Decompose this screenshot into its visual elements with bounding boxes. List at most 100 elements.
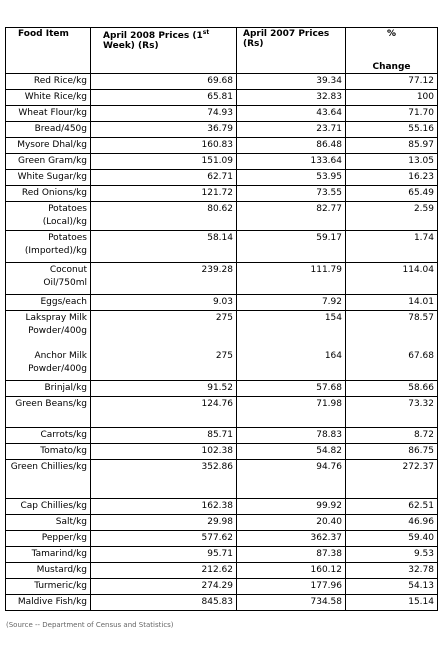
header-cell: % Change <box>345 27 438 74</box>
table-row: Green Gram/kg 151.09 133.64 13.05 <box>5 153 438 170</box>
value-cell: 87.38 <box>236 546 346 563</box>
header-cell: April 2007 Prices (Rs) <box>236 27 346 74</box>
value-cell: 57.68 <box>236 380 346 397</box>
food-item-cell: Coconut Oil/750ml <box>5 262 91 295</box>
value-cell: 100 <box>345 89 438 106</box>
table-row: Mysore Dhal/kg 160.83 86.48 85.97 <box>5 137 438 154</box>
value-cell: 212.62 <box>90 562 237 579</box>
value-cell: 77.12 <box>345 73 438 90</box>
table-row: Red Onions/kg 121.72 73.55 65.49 <box>5 185 438 202</box>
value-cell: 69.68 <box>90 73 237 90</box>
value-cell: 133.64 <box>236 153 346 170</box>
food-item-cell: Eggs/each <box>5 294 91 311</box>
value-cell: 32.83 <box>236 89 346 106</box>
value-cell: 73.55 <box>236 185 346 202</box>
value-cell: 39.34 <box>236 73 346 90</box>
value-cell: 99.92 <box>236 498 346 515</box>
header-text: % <box>386 29 397 39</box>
food-item-cell: Potatoes (Imported)/kg <box>5 230 91 263</box>
value-cell: 9.53 <box>345 546 438 563</box>
value-cell: 43.64 <box>236 105 346 122</box>
header-cell: Food Item <box>5 27 91 74</box>
table-row: Red Rice/kg 69.68 39.34 77.12 <box>5 73 438 90</box>
value-cell: 46.96 <box>345 514 438 531</box>
value-cell: 78.83 <box>236 427 346 444</box>
value-cell: 65.49 <box>345 185 438 202</box>
value-cell: 86.48 <box>236 137 346 154</box>
food-item-cell: Turmeric/kg <box>5 578 91 595</box>
table-row: Coconut Oil/750ml 239.28 111.79 114.04 <box>5 262 438 295</box>
table-body: Red Rice/kg 69.68 39.34 77.12 White Rice/kg 6… <box>5 73 438 611</box>
value-cell: 71.70 <box>345 105 438 122</box>
food-item-cell: Pepper/kg <box>5 530 91 547</box>
table-row: Anchor Milk Powder/400g 275 164 67.68 <box>5 345 438 381</box>
value-cell: 62.71 <box>90 169 237 186</box>
value-cell: 74.93 <box>90 105 237 122</box>
value-cell: 114.04 <box>345 262 438 295</box>
table-row: Tomato/kg 102.38 54.82 86.75 <box>5 443 438 460</box>
food-item-cell: Tomato/kg <box>5 443 91 460</box>
value-cell: 86.75 <box>345 443 438 460</box>
value-cell: 8.72 <box>345 427 438 444</box>
food-item-cell: Green Gram/kg <box>5 153 91 170</box>
value-cell: 734.58 <box>236 594 346 611</box>
table-row: Tamarind/kg 95.71 87.38 9.53 <box>5 546 438 563</box>
value-cell: 82.77 <box>236 201 346 231</box>
value-cell: 845.83 <box>90 594 237 611</box>
header-row: Food Item April 2008 Prices (1st Week) (… <box>5 27 438 74</box>
value-cell: 94.76 <box>236 459 346 499</box>
value-cell: 62.51 <box>345 498 438 515</box>
table-row: Mustard/kg 212.62 160.12 32.78 <box>5 562 438 579</box>
value-cell: 160.83 <box>90 137 237 154</box>
table-row: Salt/kg 29.98 20.40 46.96 <box>5 514 438 531</box>
food-item-cell: Wheat Flour/kg <box>5 105 91 122</box>
source-note: (Source -- Department of Census and Stat… <box>6 621 174 629</box>
value-cell: 160.12 <box>236 562 346 579</box>
value-cell: 102.38 <box>90 443 237 460</box>
value-cell: 95.71 <box>90 546 237 563</box>
value-cell: 16.23 <box>345 169 438 186</box>
food-item-cell: Salt/kg <box>5 514 91 531</box>
value-cell: 275 <box>90 345 237 381</box>
value-cell: 239.28 <box>90 262 237 295</box>
value-cell: 58.66 <box>345 380 438 397</box>
value-cell: 85.97 <box>345 137 438 154</box>
value-cell: 274.29 <box>90 578 237 595</box>
food-item-cell: Green Beans/kg <box>5 396 91 428</box>
header-cell: April 2008 Prices (1st Week) (Rs) <box>90 27 237 74</box>
food-item-cell: Bread/450g <box>5 121 91 138</box>
value-cell: 14.01 <box>345 294 438 311</box>
value-cell: 15.14 <box>345 594 438 611</box>
table-row: Green Chillies/kg 352.86 94.76 272.37 <box>5 459 438 499</box>
food-item-cell: Potatoes (Local)/kg <box>5 201 91 231</box>
header-text: April 2008 Prices (1 <box>103 31 203 41</box>
table-row: Bread/450g 36.79 23.71 55.16 <box>5 121 438 138</box>
value-cell: 577.62 <box>90 530 237 547</box>
food-item-cell: Red Rice/kg <box>5 73 91 90</box>
table-row: Lakspray Milk Powder/400g 275 154 78.57 <box>5 310 438 346</box>
value-cell: 23.71 <box>236 121 346 138</box>
value-cell: 20.40 <box>236 514 346 531</box>
food-item-cell: Tamarind/kg <box>5 546 91 563</box>
value-cell: 13.05 <box>345 153 438 170</box>
value-cell: 111.79 <box>236 262 346 295</box>
header-text: Food Item <box>18 29 69 39</box>
value-cell: 272.37 <box>345 459 438 499</box>
food-item-cell: Brinjal/kg <box>5 380 91 397</box>
table-row: Brinjal/kg 91.52 57.68 58.66 <box>5 380 438 397</box>
table-row: Carrots/kg 85.71 78.83 8.72 <box>5 427 438 444</box>
value-cell: 9.03 <box>90 294 237 311</box>
table-row: Potatoes (Imported)/kg 58.14 59.17 1.74 <box>5 230 438 263</box>
value-cell: 162.38 <box>90 498 237 515</box>
value-cell: 85.71 <box>90 427 237 444</box>
food-item-cell: Lakspray Milk Powder/400g <box>5 310 91 346</box>
value-cell: 80.62 <box>90 201 237 231</box>
food-item-cell: Carrots/kg <box>5 427 91 444</box>
food-item-cell: Mustard/kg <box>5 562 91 579</box>
value-cell: 154 <box>236 310 346 346</box>
table-row: Maldive Fish/kg 845.83 734.58 15.14 <box>5 594 438 611</box>
value-cell: 91.52 <box>90 380 237 397</box>
header-text: Change <box>372 62 411 72</box>
value-cell: 54.82 <box>236 443 346 460</box>
